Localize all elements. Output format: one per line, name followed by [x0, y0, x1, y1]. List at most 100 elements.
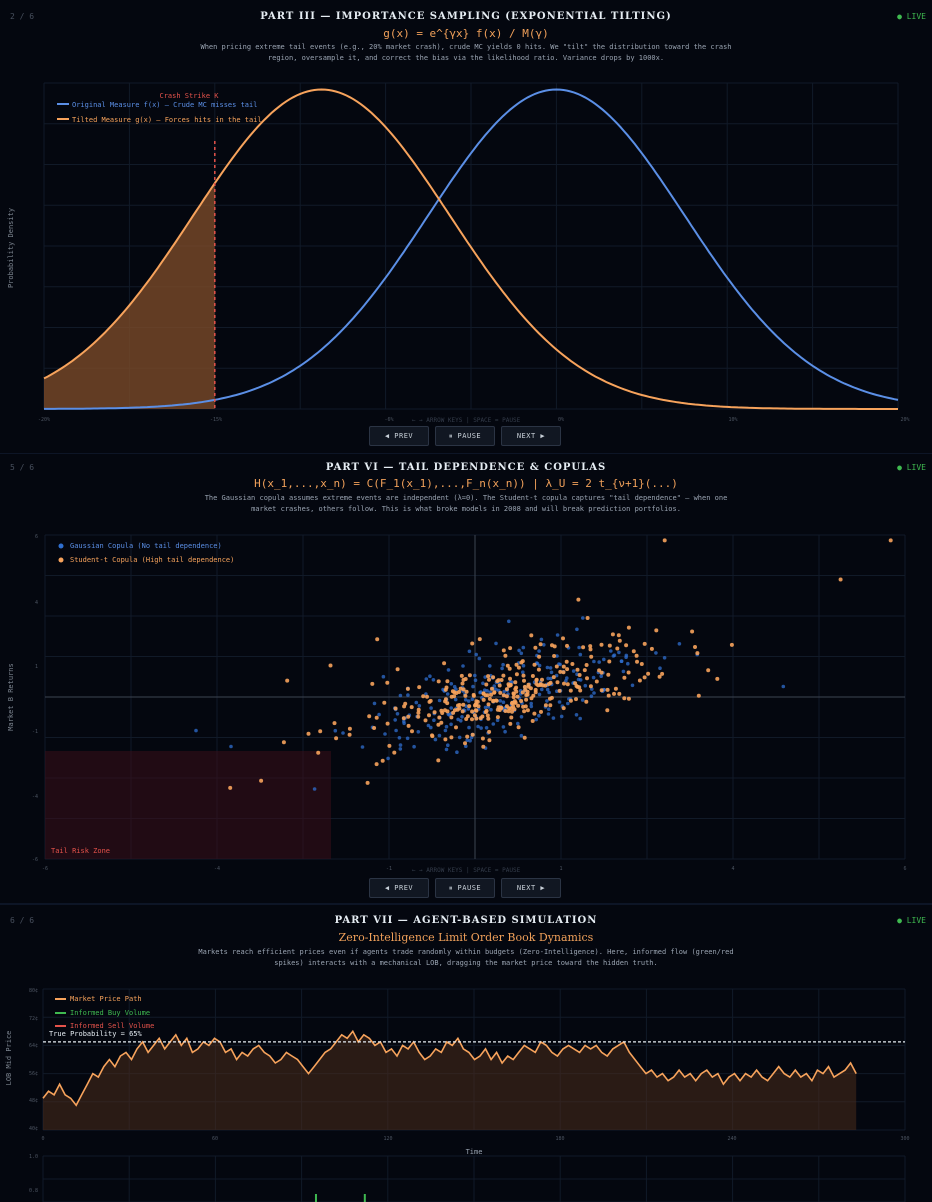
student-t-point: [522, 684, 527, 689]
gaussian-point: [498, 699, 503, 703]
student-t-point: [507, 666, 512, 671]
student-t-point: [430, 733, 434, 738]
student-t-point: [501, 673, 506, 678]
gaussian-point: [395, 712, 400, 716]
gaussian-point: [529, 701, 533, 706]
gaussian-point: [402, 719, 406, 724]
student-t-point: [690, 629, 695, 634]
slide-title: PART III — IMPORTANCE SAMPLING (EXPONENT…: [260, 11, 672, 22]
student-t-point: [626, 670, 631, 675]
volume-grid: [42, 1155, 906, 1202]
description: When pricing extreme tail events (e.g., …: [196, 42, 736, 64]
scatter-points: [194, 538, 893, 791]
description-line-1: The Gaussian copula assumes extreme even…: [204, 494, 728, 502]
student-t-point: [642, 641, 647, 646]
x-tick: 240: [727, 1136, 736, 1142]
gaussian-point: [662, 656, 667, 660]
gaussian-point: [477, 656, 482, 661]
gaussian-point: [516, 721, 520, 726]
student-t-point: [522, 678, 526, 683]
tail-shaded-area: [44, 183, 215, 409]
gaussian-point: [495, 718, 500, 722]
student-t-point: [465, 714, 470, 719]
student-t-point: [577, 673, 582, 677]
student-t-point: [539, 709, 543, 714]
gaussian-point: [464, 744, 468, 748]
gaussian-point: [545, 665, 550, 670]
student-t-point: [470, 717, 474, 722]
gaussian-point: [501, 662, 505, 667]
student-t-point: [660, 671, 665, 676]
next-button[interactable]: NEXT ▶: [501, 426, 561, 446]
student-t-point: [529, 633, 534, 638]
gaussian-point: [491, 722, 496, 726]
gaussian-point: [463, 698, 468, 702]
gaussian-point: [412, 744, 416, 749]
student-t-point: [584, 699, 589, 704]
description-line-2: region, oversample it, and correct the b…: [267, 54, 665, 62]
student-t-point: [607, 659, 612, 664]
student-t-point: [537, 654, 542, 659]
gaussian-point: [393, 718, 398, 722]
gaussian-point: [547, 707, 551, 711]
gaussian-point: [449, 706, 454, 710]
prev-button[interactable]: ◀ PREV: [369, 426, 429, 446]
gaussian-point: [449, 682, 454, 686]
prev-button[interactable]: ◀ PREV: [369, 878, 429, 898]
gaussian-point: [406, 693, 410, 697]
student-t-point: [465, 734, 470, 739]
y-tick: 6: [35, 534, 38, 540]
pause-button[interactable]: ⏸ PAUSE: [435, 426, 495, 446]
student-t-point: [375, 637, 380, 642]
student-t-point: [410, 729, 414, 734]
y-tick: 1: [35, 664, 38, 670]
slide-navigation: ◀ PREV ⏸ PAUSE NEXT ▶: [369, 878, 561, 898]
student-t-point: [436, 758, 441, 763]
student-t-point: [613, 686, 618, 691]
gaussian-point: [521, 663, 526, 668]
student-t-point: [443, 697, 448, 702]
gaussian-point: [549, 670, 554, 675]
student-t-point: [428, 698, 433, 703]
gaussian-point: [592, 659, 596, 664]
student-t-point: [445, 701, 450, 706]
description-line-2: market crashes, others follow. This is w…: [251, 505, 681, 513]
student-t-point: [533, 645, 538, 650]
gaussian-point: [488, 664, 492, 668]
x-tick: -20%: [38, 417, 50, 423]
gaussian-point: [473, 678, 478, 682]
student-t-point: [459, 673, 464, 678]
pause-button[interactable]: ⏸ PAUSE: [435, 878, 495, 898]
gaussian-point: [383, 732, 387, 736]
student-t-point: [495, 715, 500, 720]
gaussian-point: [424, 677, 429, 681]
student-t-point: [696, 693, 701, 698]
student-t-point: [561, 664, 566, 669]
gaussian-point: [621, 669, 626, 674]
student-t-point: [318, 729, 323, 734]
gaussian-point: [576, 677, 581, 682]
student-t-point: [365, 780, 370, 785]
student-t-point: [520, 690, 525, 695]
tail-zone-label: Tail Risk Zone: [51, 847, 110, 855]
gaussian-point: [414, 700, 419, 705]
student-t-point: [510, 700, 515, 705]
slide-counter: 6 / 6: [10, 916, 35, 925]
gaussian-point: [626, 661, 630, 666]
student-t-point: [505, 663, 510, 668]
student-t-point: [452, 690, 457, 695]
x-tick: 120: [383, 1136, 392, 1142]
student-t-point: [467, 704, 472, 709]
gaussian-point: [781, 684, 786, 689]
lob-price-chart: True Probability = 65% Market Price Path…: [5, 988, 910, 1202]
student-t-point: [473, 703, 478, 707]
gaussian-point: [398, 747, 403, 751]
x-tick: -4: [214, 866, 220, 872]
next-button[interactable]: NEXT ▶: [501, 878, 561, 898]
gaussian-point: [581, 616, 585, 620]
gaussian-point: [542, 643, 546, 647]
gaussian-point: [483, 705, 488, 710]
student-t-point: [508, 676, 512, 681]
gaussian-point: [454, 687, 458, 691]
gaussian-point: [547, 690, 551, 695]
